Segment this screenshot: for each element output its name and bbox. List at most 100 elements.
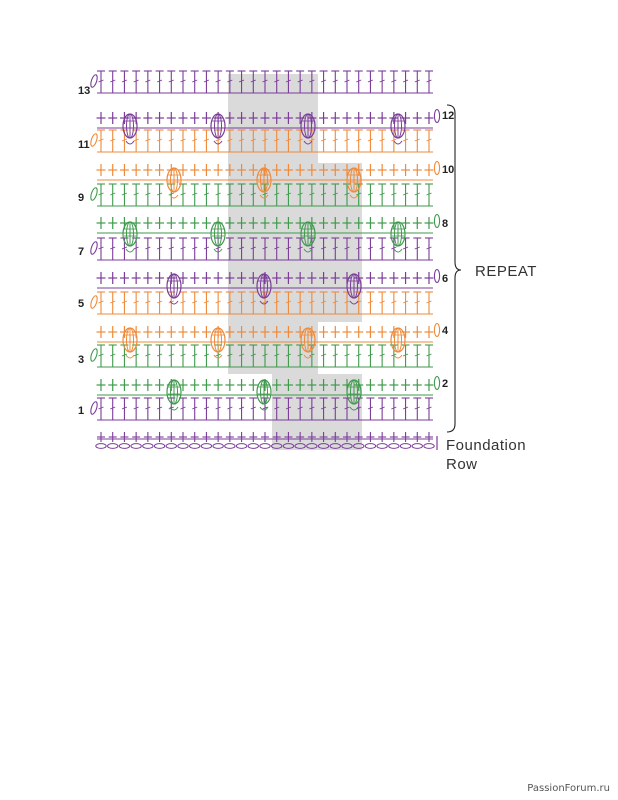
dc-stitch-slash bbox=[320, 79, 327, 83]
dc-stitch-slash bbox=[227, 353, 233, 357]
dc-stitch-slash bbox=[320, 353, 327, 357]
dc-stitch-slash bbox=[238, 300, 245, 304]
turning-chain bbox=[90, 241, 98, 255]
dc-stitch-slash bbox=[110, 138, 116, 142]
foundation-chain-stitch bbox=[317, 443, 330, 449]
puff-stitch-base bbox=[125, 354, 135, 359]
turning-chain bbox=[433, 160, 441, 176]
dc-stitch-slash bbox=[274, 300, 280, 304]
puff-stitch-base bbox=[259, 300, 269, 305]
foundation-chain-stitch bbox=[235, 443, 248, 449]
dc-stitch-slash bbox=[332, 300, 338, 304]
dc-stitch-slash bbox=[133, 246, 139, 250]
turning-chain bbox=[433, 268, 441, 284]
dc-stitch-slash bbox=[133, 406, 139, 410]
puff-stitch-base bbox=[169, 406, 179, 411]
dc-stitch-slash bbox=[274, 406, 280, 410]
dc-stitch-slash bbox=[297, 246, 303, 250]
dc-stitch-slash bbox=[297, 353, 303, 357]
row-label-8: 8 bbox=[442, 218, 449, 230]
dc-stitch-slash bbox=[156, 138, 163, 142]
dc-stitch-slash bbox=[98, 192, 104, 196]
dc-stitch-slash bbox=[426, 79, 432, 83]
foundation-chain-stitch bbox=[294, 443, 306, 449]
puff-stitch-base bbox=[213, 354, 223, 359]
turning-chain bbox=[90, 295, 98, 309]
dc-stitch-slash bbox=[250, 353, 256, 357]
puff-stitch-base bbox=[349, 300, 359, 305]
puff-stitch-base bbox=[259, 194, 269, 199]
dc-stitch-slash bbox=[297, 300, 303, 304]
dc-stitch-slash bbox=[356, 353, 362, 357]
dc-stitch-slash bbox=[391, 353, 397, 357]
dc-stitch-slash bbox=[192, 79, 198, 83]
foundation-chain-stitch bbox=[118, 443, 131, 449]
dc-stitch-slash bbox=[168, 246, 174, 250]
dc-stitch-slash bbox=[238, 138, 245, 142]
foundation-chain-stitch bbox=[376, 443, 388, 449]
foundation-chain-stitch bbox=[411, 443, 423, 449]
dc-stitch-slash bbox=[332, 353, 338, 357]
dc-stitch-slash bbox=[274, 353, 280, 357]
dc-stitch-slash bbox=[402, 246, 409, 250]
dc-stitch-slash bbox=[192, 246, 198, 250]
dc-stitch-slash bbox=[98, 79, 104, 83]
dc-stitch-slash bbox=[379, 138, 385, 142]
foundation-chain-stitch bbox=[153, 443, 166, 449]
dc-stitch-slash bbox=[426, 138, 432, 142]
dc-stitch-slash bbox=[227, 79, 233, 83]
dc-stitch-slash bbox=[344, 353, 350, 357]
dc-stitch-slash bbox=[426, 192, 432, 196]
dc-stitch-slash bbox=[414, 79, 420, 83]
dc-stitch-slash bbox=[168, 138, 174, 142]
dc-stitch-slash bbox=[203, 300, 210, 304]
dc-stitch-slash bbox=[344, 300, 350, 304]
dc-stitch-slash bbox=[110, 79, 116, 83]
dc-stitch-slash bbox=[121, 353, 128, 357]
dc-stitch-slash bbox=[402, 79, 409, 83]
turning-chain bbox=[433, 108, 441, 124]
dc-stitch-slash bbox=[180, 406, 186, 410]
dc-stitch-slash bbox=[379, 246, 385, 250]
dc-stitch-slash bbox=[262, 192, 268, 196]
dc-stitch-slash bbox=[121, 138, 128, 142]
dc-stitch-slash bbox=[98, 406, 104, 410]
dc-stitch-slash bbox=[297, 79, 303, 83]
dc-stitch-slash bbox=[250, 300, 256, 304]
row-label-4: 4 bbox=[442, 325, 449, 337]
puff-stitch-base bbox=[213, 248, 223, 253]
dc-stitch-slash bbox=[180, 192, 186, 196]
dc-stitch-slash bbox=[227, 138, 233, 142]
dc-stitch-slash bbox=[402, 138, 409, 142]
dc-stitch-slash bbox=[426, 300, 432, 304]
foundation-chain-stitch bbox=[200, 443, 213, 449]
dc-stitch-slash bbox=[215, 246, 221, 250]
dc-stitch-slash bbox=[168, 79, 174, 83]
dc-stitch-slash bbox=[168, 353, 174, 357]
dc-stitch-slash bbox=[391, 138, 397, 142]
dc-stitch-slash bbox=[238, 246, 245, 250]
dc-stitch-slash bbox=[238, 79, 245, 83]
foundation-chain-stitch bbox=[423, 443, 435, 449]
dc-stitch-slash bbox=[297, 406, 303, 410]
dc-stitch-slash bbox=[367, 353, 374, 357]
dc-stitch-slash bbox=[133, 192, 139, 196]
dc-stitch-slash bbox=[391, 192, 397, 196]
dc-stitch-slash bbox=[309, 192, 315, 196]
dc-stitch-slash bbox=[192, 192, 198, 196]
dc-stitch-slash bbox=[414, 246, 420, 250]
dc-stitch-slash bbox=[203, 353, 210, 357]
foundation-chain-stitch bbox=[399, 443, 412, 449]
dc-stitch-slash bbox=[121, 79, 128, 83]
dc-stitch-slash bbox=[320, 246, 327, 250]
dc-stitch-slash bbox=[414, 138, 420, 142]
dc-stitch-slash bbox=[379, 353, 385, 357]
dc-stitch-slash bbox=[121, 192, 128, 196]
dc-stitch-slash bbox=[320, 406, 327, 410]
dc-stitch-slash bbox=[145, 300, 151, 304]
dc-stitch-slash bbox=[250, 246, 256, 250]
dc-stitch-slash bbox=[285, 79, 292, 83]
dc-stitch-slash bbox=[110, 353, 116, 357]
foundation-chain-stitch bbox=[306, 443, 318, 449]
dc-stitch-slash bbox=[356, 138, 362, 142]
